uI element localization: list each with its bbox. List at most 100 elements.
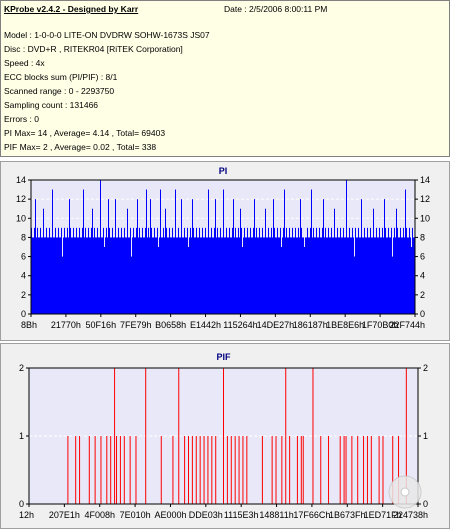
pi-bar [37,227,38,314]
pi-bar [146,189,147,314]
pi-bar [162,237,163,314]
pi-bar [355,227,356,314]
pi-bar [298,227,299,314]
pi-bar [300,199,301,314]
pi-bar [301,227,302,314]
pi-bar [266,237,267,314]
pi-bar [108,199,109,314]
info-sampling: Sampling count : 131466 [4,100,99,110]
pi-bar [366,237,367,314]
pi-bar [247,227,248,314]
pi-bar [184,227,185,314]
pi-bar [331,227,332,314]
pi-bar [35,199,36,314]
pi-bar [138,237,139,314]
pi-bar [212,237,213,314]
pi-bar [133,227,134,314]
pi-bar [207,237,208,314]
x-tick-label: 22F744h [389,320,425,330]
y-tick-label-right: 8 [420,232,425,242]
pi-bar [372,237,373,314]
pi-bar [240,208,241,314]
pi-bar [258,237,259,314]
pi-bar [264,237,265,314]
pi-bar [350,237,351,314]
pi-bar [164,237,165,314]
x-tick-label: 1115E3h [224,510,259,520]
pi-bar [338,237,339,314]
pi-bar [378,237,379,314]
pi-bar [171,237,172,314]
pi-bar [186,237,187,314]
x-tick-label: 207E1h [49,510,80,520]
pi-bar [297,237,298,314]
pi-bar [281,247,282,314]
pi-bar [385,227,386,314]
pi-bar [235,227,236,314]
pi-bar [69,199,70,314]
y-tick-label-right: 12 [420,194,430,204]
pi-bar [118,227,119,314]
pi-bar [311,189,312,314]
pi-bar [249,237,250,314]
pi-bar [253,227,254,314]
pi-bar [333,237,334,314]
pi-bar [44,237,45,314]
pi-bar [268,227,269,314]
pi-bar [75,237,76,314]
pi-bar [191,237,192,314]
pi-bar [39,237,40,314]
pi-bar [145,227,146,314]
pi-bar [188,247,189,314]
pi-bar [54,237,55,314]
pi-bar [270,237,271,314]
pi-bar [413,237,414,314]
pi-bar [189,237,190,314]
pi-bar [99,237,100,314]
pi-bar [120,237,121,314]
y-tick-label-right: 10 [420,213,430,223]
pi-chart-panel: PI 0 0 2 2 4 4 6 6 8 8 10 10 12 12 14 14 8Bh 21770h 50F16h 7… [0,161,450,341]
pi-bar [194,237,195,314]
pi-bar [81,237,82,314]
pi-bar [86,237,87,314]
disc-icon-hole [400,487,410,497]
pi-bar [277,227,278,314]
pi-bar [206,237,207,314]
pi-bar [223,189,224,314]
pi-bar [271,227,272,314]
pi-bar [257,237,258,314]
pi-bar [58,227,59,314]
pi-bar [400,227,401,314]
pi-bar [369,237,370,314]
pi-bar [295,227,296,314]
pi-bar [77,237,78,314]
pi-bar [42,237,43,314]
y-tick-label: 2 [21,290,26,300]
pi-bar [344,237,345,314]
pi-bar [63,237,64,314]
pi-bar [389,237,390,314]
pi-bar [122,237,123,314]
pi-bar [287,237,288,314]
pi-bar [304,247,305,314]
pi-bar [267,237,268,314]
pi-bar [151,227,152,314]
y-tick-label: 14 [16,175,26,185]
pi-bar [96,237,97,314]
pi-bar [92,208,93,314]
pi-bar [211,227,212,314]
plot-border [28,367,419,505]
pi-bar [261,237,262,314]
pi-bar [395,237,396,314]
pi-bar [199,227,200,314]
pi-bar [150,199,151,314]
pi-bar [72,237,73,314]
pi-bar [254,199,255,314]
pi-bar [367,227,368,314]
pi-bar [382,227,383,314]
pi-bar [396,208,397,314]
pi-bar [365,237,366,314]
pi-bar [362,237,363,314]
pi-bar [202,227,203,314]
